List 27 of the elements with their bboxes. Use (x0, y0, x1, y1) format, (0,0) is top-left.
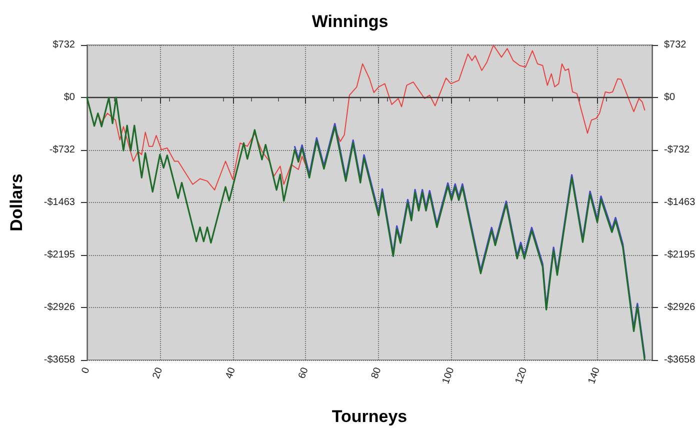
y2-tick-label: -$732 (664, 144, 690, 156)
x-tick-label: 140 (586, 366, 603, 386)
y-tick-label: -$3658 (44, 354, 76, 366)
y2-tick-label: -$2926 (664, 302, 696, 313)
x-tick-label: 100 (440, 366, 457, 386)
line-series (86, 96, 646, 361)
y2-tick-label: $732 (664, 40, 687, 50)
y2-tick-label: -$2195 (664, 250, 696, 261)
x-tick-label: 40 (224, 366, 238, 380)
x-axis-title: Tourneys (332, 407, 408, 426)
y2-tick-label: $0 (664, 92, 676, 104)
line-series (294, 122, 646, 358)
y-tick-label: -$1463 (44, 197, 76, 208)
x-tick-label: 80 (370, 366, 384, 380)
y-axis-title: Dollars (7, 174, 26, 232)
y2-tick-label: -$1463 (664, 197, 696, 208)
y-tick-label: -$732 (49, 144, 76, 156)
y-tick-label: $0 (64, 92, 76, 104)
y-tick-label: -$2195 (44, 250, 76, 261)
x-tick-label: 20 (150, 366, 166, 380)
y-tick-label: $732 (52, 40, 76, 50)
y2-tick-label: -$3658 (664, 354, 696, 366)
chart-title: Winnings (312, 12, 388, 31)
x-tick-label: 60 (296, 366, 312, 380)
x-tick-label: 0 (80, 366, 92, 376)
x-tick-label: 120 (514, 366, 530, 386)
y-tick-label: -$2926 (44, 302, 76, 313)
